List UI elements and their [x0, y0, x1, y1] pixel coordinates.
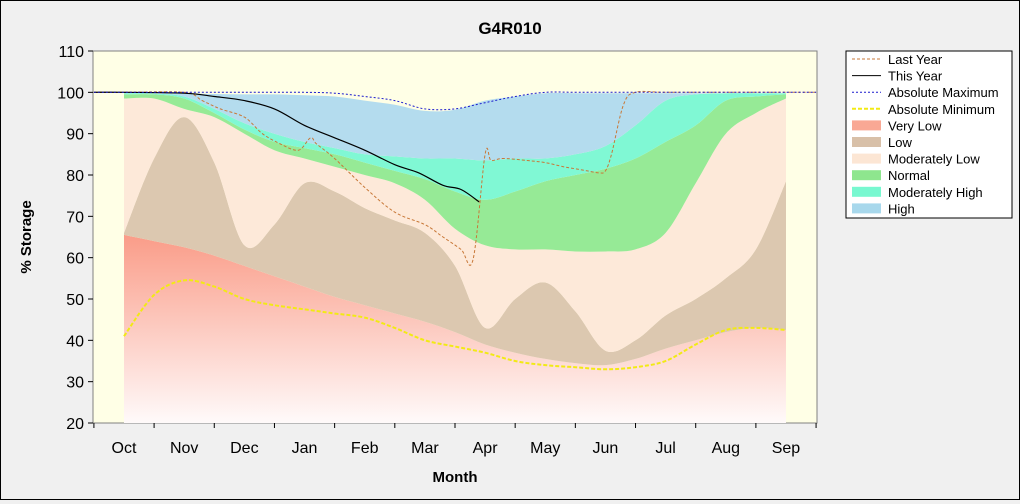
- band-high: [124, 92, 786, 161]
- legend-label: Very Low: [888, 118, 942, 133]
- y-tick-label: 100: [57, 85, 84, 102]
- x-tick-label: Feb: [351, 440, 379, 457]
- legend-label: Normal: [888, 168, 930, 183]
- band-moderately-high: [124, 93, 786, 200]
- y-tick-label: 90: [66, 127, 84, 144]
- x-axis-label: Month: [433, 469, 478, 486]
- legend-swatch: [852, 137, 881, 147]
- legend-label: Absolute Maximum: [888, 85, 999, 100]
- band-low: [124, 117, 786, 366]
- storage-bands: [124, 92, 786, 423]
- legend-swatch: [852, 186, 881, 197]
- legend-swatch: [852, 120, 881, 131]
- legend-label: Moderately High: [888, 185, 983, 200]
- x-tick-label: Jan: [292, 440, 318, 457]
- x-tick-label: Aug: [712, 440, 740, 457]
- series-last-year: [93, 90, 817, 266]
- x-tick-label: Jun: [593, 440, 619, 457]
- y-tick-label: 60: [66, 251, 84, 268]
- x-tick-label: Jul: [655, 440, 675, 457]
- y-tick-label: 40: [66, 333, 84, 350]
- band-very-low: [124, 234, 786, 423]
- series-this-year: [93, 91, 480, 203]
- legend-swatch: [852, 203, 881, 214]
- legend-label: This Year: [888, 69, 943, 84]
- legend-swatch: [852, 170, 881, 181]
- y-tick-label: 50: [66, 292, 84, 309]
- legend-label: High: [888, 201, 915, 216]
- x-tick-label: Mar: [411, 440, 439, 457]
- legend-label: Last Year: [888, 52, 943, 67]
- y-tick-label: 80: [66, 168, 84, 185]
- series-lines: [93, 90, 817, 371]
- band-normal: [124, 94, 786, 252]
- y-tick-label: 20: [66, 416, 84, 433]
- legend-label: Low: [888, 135, 912, 150]
- legend-label: Moderately Low: [888, 152, 980, 167]
- series-absolute-minimum: [123, 279, 787, 371]
- axes: 20 30 40 50 60 70 80 90 100 110 Oct Nov Dec Jan Feb Mar…: [57, 44, 817, 457]
- x-tick-label: Dec: [230, 440, 258, 457]
- chart-title: G4R010: [478, 19, 541, 38]
- y-axis-label: % Storage: [18, 200, 35, 273]
- x-tick-label: Sep: [772, 440, 801, 457]
- legend-swatch: [852, 153, 881, 164]
- y-tick-label: 70: [66, 209, 84, 226]
- y-tick-label: 110: [58, 44, 84, 61]
- legend-label: Absolute Minimum: [888, 102, 995, 117]
- y-tick-label: 30: [66, 375, 84, 392]
- x-tick-label: Apr: [473, 440, 499, 457]
- x-tick-label: May: [530, 440, 560, 457]
- x-tick-label: Oct: [112, 440, 137, 457]
- x-tick-label: Nov: [170, 440, 198, 457]
- band-moderately-low: [124, 97, 786, 353]
